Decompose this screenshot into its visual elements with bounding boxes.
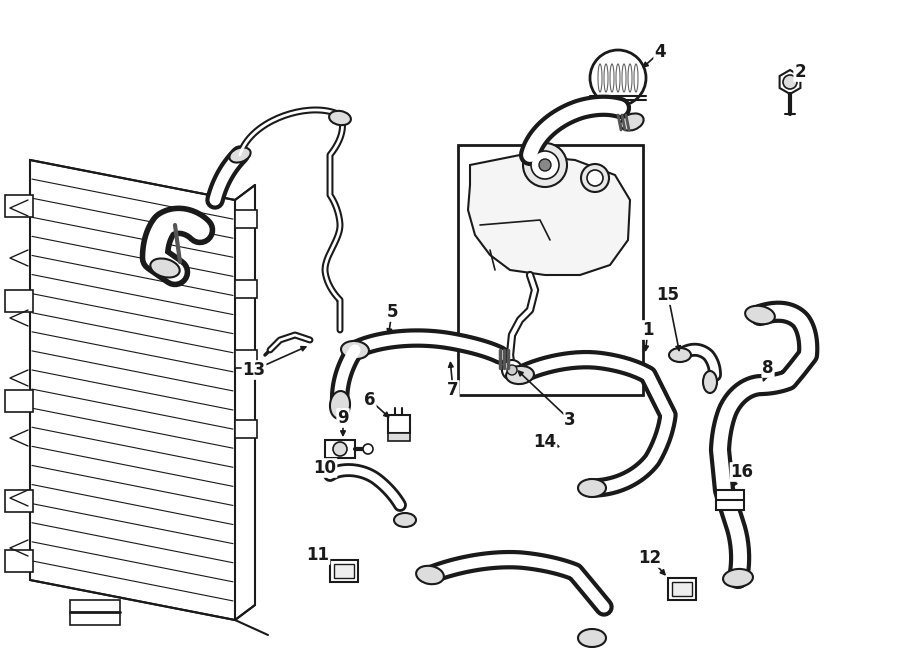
Bar [5, 550, 33, 572]
Circle shape [581, 164, 609, 192]
Ellipse shape [416, 566, 444, 584]
Polygon shape [779, 70, 800, 94]
Circle shape [590, 50, 646, 106]
Text: 5: 5 [386, 303, 398, 321]
Text: 13: 13 [242, 361, 266, 379]
Text: 8: 8 [762, 359, 774, 377]
Bar [5, 490, 33, 512]
Circle shape [783, 75, 797, 89]
Bar [235, 350, 257, 368]
Bar [458, 145, 643, 395]
Ellipse shape [150, 258, 180, 278]
Ellipse shape [723, 569, 753, 587]
Ellipse shape [341, 341, 369, 359]
Text: 2: 2 [794, 63, 806, 81]
Circle shape [507, 365, 517, 375]
Ellipse shape [330, 391, 350, 419]
Bar [334, 564, 354, 578]
Circle shape [502, 360, 522, 380]
Text: 16: 16 [731, 463, 753, 481]
Ellipse shape [394, 513, 416, 527]
Circle shape [587, 170, 603, 186]
Bar [5, 195, 33, 217]
Circle shape [333, 442, 347, 456]
Circle shape [539, 159, 551, 171]
Bar [70, 600, 120, 625]
Circle shape [531, 151, 559, 179]
Ellipse shape [578, 629, 606, 647]
Bar [235, 280, 257, 298]
Ellipse shape [745, 306, 775, 325]
Ellipse shape [669, 348, 691, 362]
Ellipse shape [230, 147, 250, 163]
Bar [235, 210, 257, 228]
Ellipse shape [329, 111, 351, 125]
Bar [325, 440, 355, 458]
Text: 11: 11 [307, 546, 329, 564]
Text: 9: 9 [338, 409, 349, 427]
Text: 3: 3 [564, 411, 576, 429]
Ellipse shape [620, 114, 643, 131]
Text: 7: 7 [447, 381, 459, 399]
Text: 15: 15 [656, 286, 680, 304]
Circle shape [523, 143, 567, 187]
Ellipse shape [703, 371, 717, 393]
Ellipse shape [578, 479, 606, 497]
Text: 1: 1 [643, 321, 653, 339]
Text: 6: 6 [364, 391, 376, 409]
Bar [5, 390, 33, 412]
Bar [388, 433, 410, 441]
Bar [672, 582, 692, 596]
Text: 10: 10 [313, 459, 337, 477]
Bar [5, 290, 33, 312]
Bar [388, 415, 410, 433]
Text: 14: 14 [534, 433, 556, 451]
Bar [330, 560, 358, 582]
Ellipse shape [506, 366, 534, 384]
Circle shape [363, 444, 373, 454]
Bar [716, 490, 744, 510]
Text: 4: 4 [654, 43, 666, 61]
Bar [235, 420, 257, 438]
Text: 12: 12 [638, 549, 662, 567]
Polygon shape [468, 155, 630, 275]
Polygon shape [30, 160, 235, 620]
Bar [668, 578, 696, 600]
